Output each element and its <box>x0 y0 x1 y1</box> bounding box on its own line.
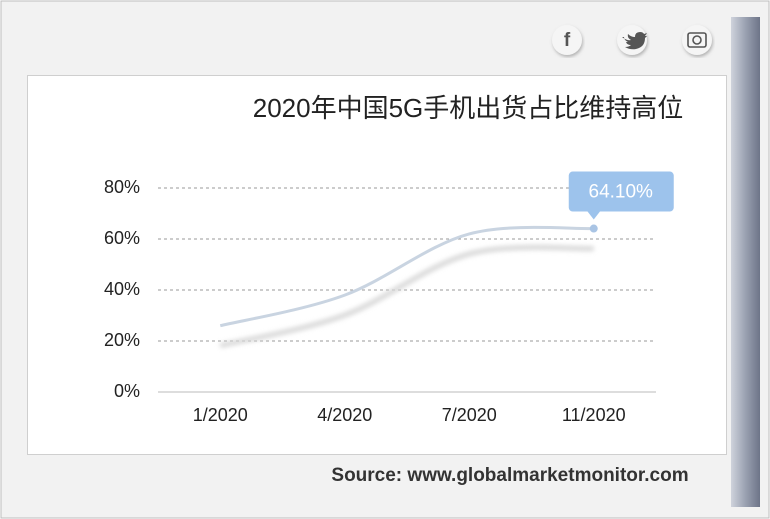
x-tick-label: 1/2020 <box>193 405 248 425</box>
tooltip-box <box>568 171 674 212</box>
y-tick-label: 40% <box>104 279 140 299</box>
y-tick-label: 0% <box>114 381 140 401</box>
line-shadow <box>219 244 594 349</box>
share-twitter[interactable] <box>617 25 647 55</box>
share-facebook[interactable]: f <box>552 25 582 55</box>
plot-panel <box>27 75 727 455</box>
chart-title: 2020年中国5G手机出货占比维持高位 <box>253 93 684 123</box>
share-instagram[interactable] <box>682 25 712 55</box>
series-line <box>219 225 594 328</box>
side-bar <box>731 17 760 507</box>
x-tick-label: 4/2020 <box>317 405 372 425</box>
y-tick-label: 60% <box>104 228 140 248</box>
tooltip-pointer <box>586 210 601 220</box>
source-note: Source: www.globalmarketmonitor.com <box>331 465 688 486</box>
y-tick-label: 80% <box>104 177 140 197</box>
data-point <box>589 224 598 233</box>
y-tick-label: 20% <box>104 330 140 350</box>
x-tick-label: 11/2020 <box>562 405 626 425</box>
data-label: 64.10% <box>589 182 654 203</box>
x-tick-label: 7/2020 <box>442 405 497 425</box>
svg-text:f: f <box>564 30 571 51</box>
